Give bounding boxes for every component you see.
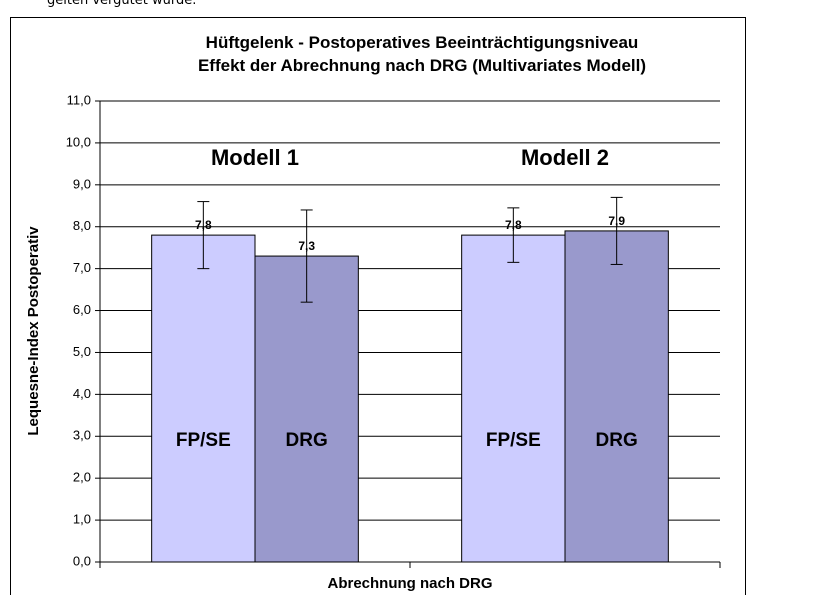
data-label: 7,3 (298, 239, 315, 253)
y-tick-label: 11,0 (67, 92, 91, 107)
series-label: DRG (286, 430, 328, 451)
y-tick-label: 10,0 (66, 134, 91, 149)
series-label: DRG (596, 430, 638, 451)
bar (254, 255, 359, 563)
y-tick-label: 8,0 (73, 218, 91, 233)
data-label: 7,9 (608, 214, 625, 228)
y-tick-label: 0,0 (73, 553, 91, 568)
y-tick-label: 3,0 (73, 428, 91, 443)
bar (461, 234, 566, 563)
group-label: Modell 1 (211, 145, 299, 170)
y-tick-label: 6,0 (73, 302, 91, 317)
x-axis-label: Abrechnung nach DRG (327, 575, 492, 592)
y-tick-label: 1,0 (73, 512, 91, 527)
chart-subtitle: Effekt der Abrechnung nach DRG (Multivar… (198, 56, 646, 75)
chart-title: Hüftgelenk - Postoperatives Beeinträchti… (206, 33, 639, 52)
data-label: 7,8 (505, 218, 522, 232)
series-label: FP/SE (486, 430, 541, 451)
bar (564, 230, 669, 563)
y-tick-label: 2,0 (73, 470, 91, 485)
chart-frame (10, 17, 746, 595)
group-label: Modell 2 (521, 145, 609, 170)
bar (151, 234, 256, 563)
data-label: 7,8 (195, 218, 212, 232)
page-text: gelten vergütet wurde. (47, 0, 196, 8)
y-axis-label: Lequesne-Index Postoperativ (25, 226, 42, 436)
y-tick-label: 4,0 (73, 386, 91, 401)
y-tick-label: 7,0 (73, 260, 91, 275)
series-label: FP/SE (176, 430, 231, 451)
y-tick-label: 5,0 (73, 344, 91, 359)
y-tick-label: 9,0 (73, 176, 91, 191)
